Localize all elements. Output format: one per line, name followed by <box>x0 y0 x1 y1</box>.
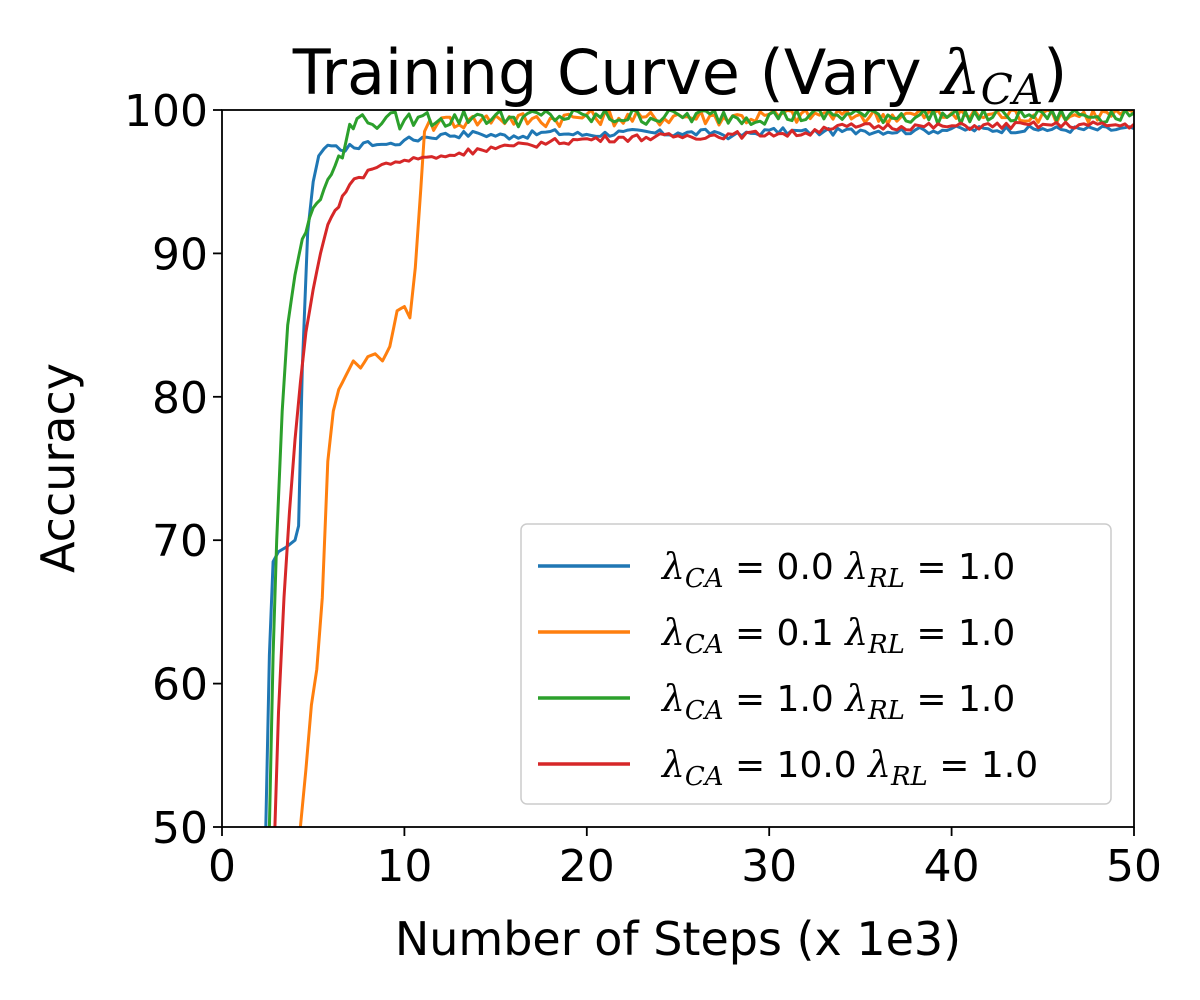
x-tick-label: 30 <box>741 841 797 892</box>
y-tick-label: 90 <box>152 229 208 280</box>
series-line-2 <box>267 110 1134 827</box>
x-tick-label: 10 <box>376 841 432 892</box>
chart-title-symbol: λ <box>938 36 980 109</box>
legend-box <box>520 523 1112 805</box>
chart-title: Training Curve (Vary λCA) <box>292 36 1068 114</box>
legend-label-0: λCA = 0.0 λRL = 1.0 <box>660 547 1015 594</box>
legend-entries: λCA = 0.0 λRL = 1.0 λCA = 0.1 λRL = 1.0 λC… <box>538 547 1038 792</box>
y-tick-label: 70 <box>152 516 208 567</box>
legend-label-3: λCA = 10.0 λRL = 1.0 <box>660 745 1038 792</box>
plot-frame <box>221 109 1135 828</box>
series-layer <box>264 110 1134 827</box>
series-line-0 <box>264 124 1134 827</box>
y-tick-label: 80 <box>152 373 208 424</box>
y-tick-label: 50 <box>152 803 208 854</box>
series-line-3 <box>273 120 1134 827</box>
chart-title-main: Training Curve (Vary <box>292 36 942 109</box>
legend-label-1: λCA = 0.1 λRL = 1.0 <box>660 613 1015 660</box>
chart-title-subscript: CA <box>981 65 1043 114</box>
y-tick-label: 60 <box>152 660 208 711</box>
x-tick-label: 40 <box>924 841 980 892</box>
x-axis-title: Number of Steps (x 1e3) <box>395 912 961 966</box>
y-axis-title: Accuracy <box>31 363 85 573</box>
ticks-layer: 0 10 20 30 40 50 50 60 70 80 90 100 <box>124 86 1162 892</box>
x-tick-label: 0 <box>208 841 236 892</box>
legend-label-2: λCA = 1.0 λRL = 1.0 <box>660 679 1015 726</box>
x-tick-label: 20 <box>559 841 615 892</box>
legend: λCA = 0.0 λRL = 1.0 λCA = 0.1 λRL = 1.0 λC… <box>520 523 1112 805</box>
chart-title-close: ) <box>1043 36 1067 109</box>
x-tick-label: 50 <box>1106 841 1162 892</box>
y-tick-label: 100 <box>124 86 208 137</box>
